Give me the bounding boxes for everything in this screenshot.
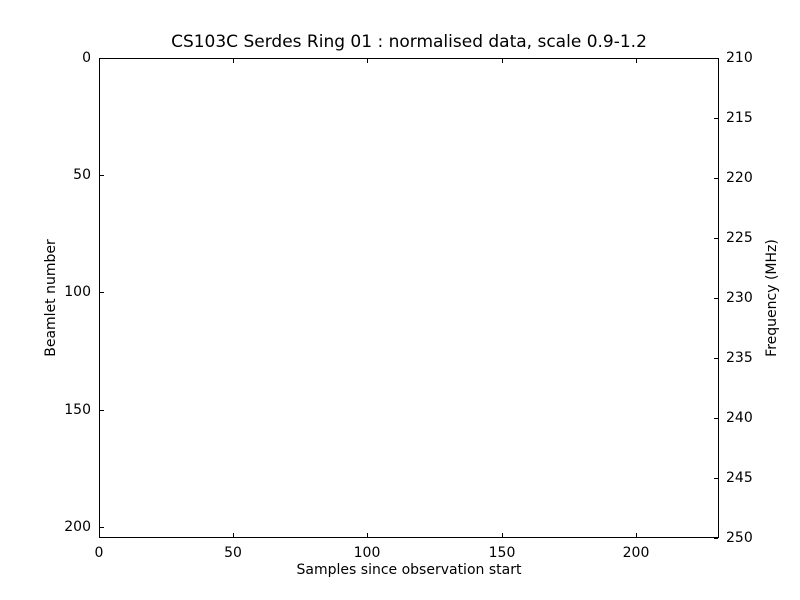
x-tick-bottom [99, 533, 100, 537]
y-tick-label-right: 210 [726, 50, 753, 66]
y-tick-label-left: 200 [64, 519, 91, 535]
y-tick-left [100, 175, 104, 176]
x-tick-bottom [367, 533, 368, 537]
y-tick-label-right: 215 [726, 110, 753, 126]
y-tick-right [714, 238, 718, 239]
y-tick-label-left: 150 [64, 402, 91, 418]
y-tick-right [714, 418, 718, 419]
y-tick-label-right: 230 [726, 290, 753, 306]
x-tick-label: 0 [94, 545, 104, 561]
y-tick-left [100, 527, 104, 528]
x-axis-label: Samples since observation start [296, 562, 522, 578]
y-tick-right [714, 178, 718, 179]
y-tick-right [714, 538, 718, 539]
y-tick-left [100, 292, 104, 293]
x-tick-label: 150 [488, 545, 516, 561]
x-tick-bottom [233, 533, 234, 537]
y-tick-left [100, 410, 104, 411]
x-tick-top [502, 59, 503, 63]
plot-area [99, 58, 719, 538]
y-tick-right [714, 58, 718, 59]
y-tick-label-right: 225 [726, 230, 753, 246]
y-tick-label-left: 100 [64, 284, 91, 300]
y-tick-label-right: 240 [726, 410, 753, 426]
y-tick-label-right: 250 [726, 530, 753, 546]
x-tick-label: 100 [353, 545, 381, 561]
x-tick-bottom [636, 533, 637, 537]
x-tick-top [367, 59, 368, 63]
x-tick-top [233, 59, 234, 63]
y-tick-label-left: 0 [82, 50, 91, 66]
x-tick-bottom [502, 533, 503, 537]
y-tick-right [714, 298, 718, 299]
y-axis-label-right: Frequency (MHz) [764, 239, 780, 357]
x-tick-top [636, 59, 637, 63]
y-tick-label-right: 245 [726, 470, 753, 486]
y-tick-right [714, 478, 718, 479]
x-tick-label: 50 [224, 545, 242, 561]
y-tick-left [100, 58, 104, 59]
y-tick-label-right: 220 [726, 170, 753, 186]
x-tick-label: 200 [622, 545, 650, 561]
y-tick-right [714, 358, 718, 359]
y-tick-label-left: 50 [73, 167, 91, 183]
chart-title: CS103C Serdes Ring 01 : normalised data,… [171, 32, 647, 52]
y-tick-label-right: 235 [726, 350, 753, 366]
y-tick-right [714, 118, 718, 119]
x-tick-top [99, 59, 100, 63]
